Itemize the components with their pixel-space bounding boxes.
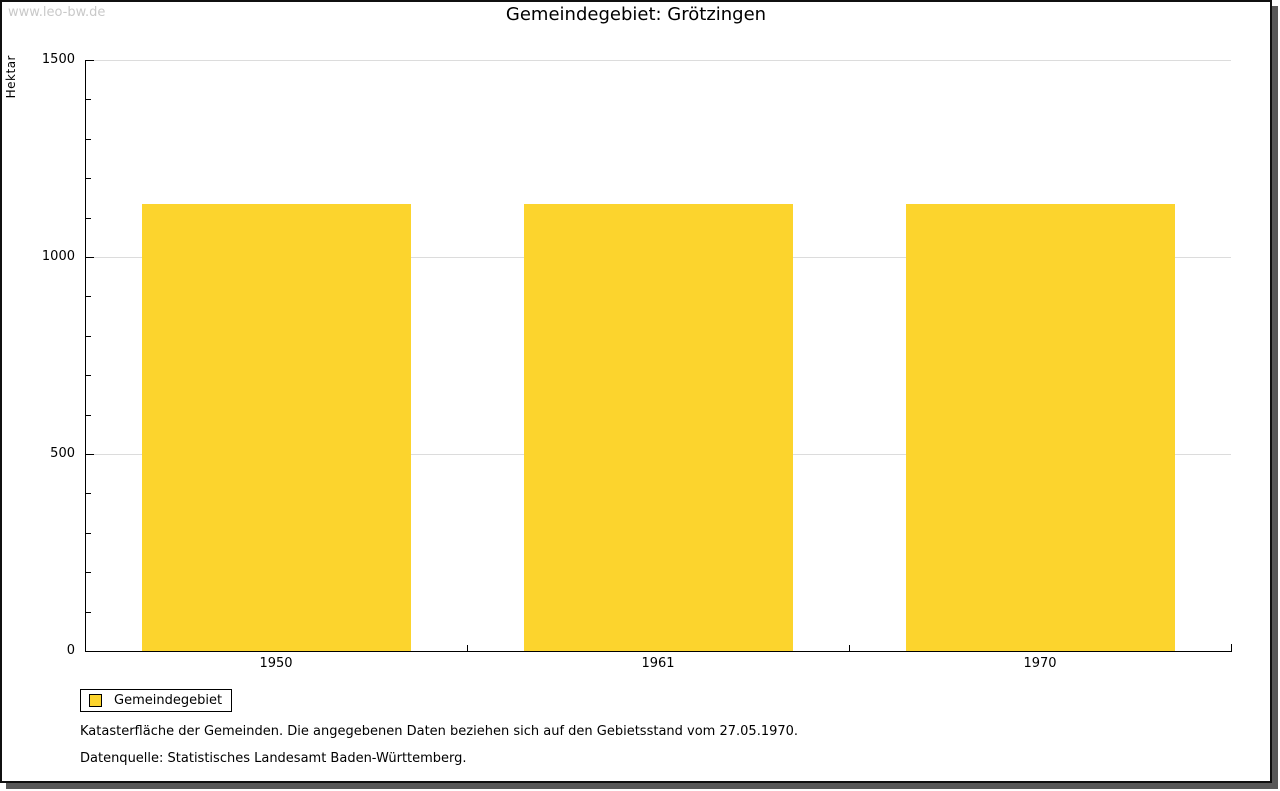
x-boundary-tick xyxy=(467,645,468,651)
y-minor-tick-1100 xyxy=(86,217,91,219)
y-minor-tick-200 xyxy=(86,572,91,574)
axis-y xyxy=(85,60,86,652)
y-major-tick-500 xyxy=(86,454,94,455)
legend: Gemeindegebiet xyxy=(80,689,232,712)
y-minor-tick-1300 xyxy=(86,138,91,140)
y-minor-tick-700 xyxy=(86,375,91,377)
bar-1950 xyxy=(142,204,411,651)
gridline xyxy=(86,60,1231,61)
y-tick-label-1500: 1500 xyxy=(41,52,75,67)
bar-1961 xyxy=(524,204,793,651)
y-minor-tick-800 xyxy=(86,335,91,337)
y-minor-tick-300 xyxy=(86,532,91,534)
y-major-tick-1500 xyxy=(86,60,94,61)
page-title: Gemeindegebiet: Grötzingen xyxy=(505,4,767,25)
x-axis-end-cap xyxy=(1231,644,1232,652)
x-tick-label-1950: 1950 xyxy=(259,656,293,671)
axis-x xyxy=(85,651,1232,652)
y-minor-tick-400 xyxy=(86,493,91,495)
footnote-data-source: Datenquelle: Statistisches Landesamt Bad… xyxy=(80,751,467,766)
x-tick-label-1970: 1970 xyxy=(1023,656,1057,671)
y-minor-tick-1400 xyxy=(86,99,91,101)
y-major-tick-1000 xyxy=(86,257,94,258)
y-minor-tick-100 xyxy=(86,611,91,613)
x-tick-label-1961: 1961 xyxy=(641,656,675,671)
y-axis-title: Hektar xyxy=(4,55,18,99)
plot-area: 0 500 1000 1500 1950 1961 1970 xyxy=(42,52,1232,671)
y-minor-tick-1200 xyxy=(86,178,91,180)
legend-swatch-icon xyxy=(89,694,102,707)
watermark: www.leo-bw.de xyxy=(8,5,106,20)
y-tick-label-1000: 1000 xyxy=(41,249,75,264)
y-tick-label-500: 500 xyxy=(50,446,75,461)
footnote-description: Katasterfläche der Gemeinden. Die angege… xyxy=(80,724,799,739)
y-tick-label-0: 0 xyxy=(66,643,75,658)
legend-label: Gemeindegebiet xyxy=(114,693,223,708)
y-minor-tick-900 xyxy=(86,296,91,298)
y-minor-tick-600 xyxy=(86,414,91,416)
x-boundary-tick xyxy=(849,645,850,651)
bar-1970 xyxy=(906,204,1175,651)
